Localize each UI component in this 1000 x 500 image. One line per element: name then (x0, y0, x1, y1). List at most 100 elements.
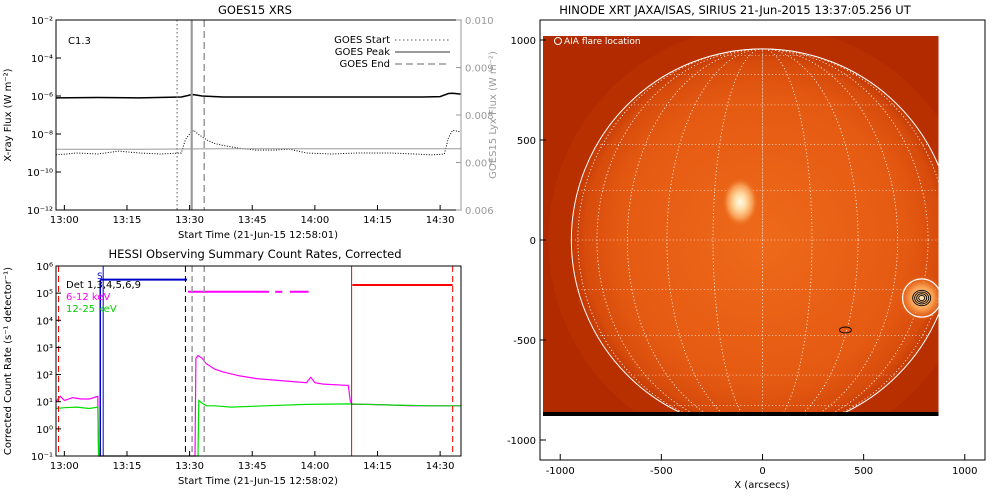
goes-legend: GOES Start GOES Peak GOES End (334, 35, 450, 70)
goes-y-ticklabel: 10⁻¹² (27, 206, 53, 217)
goes-x-ticklabel: 14:00 (300, 215, 329, 226)
hessi-y-ticklabel: 10² (36, 371, 53, 382)
hessi-y-ticklabel: 10³ (36, 343, 53, 354)
goes-x-ticklabel: 14:30 (426, 215, 455, 226)
xrt-y-ticklabel: 0 (530, 236, 536, 247)
hessi-series-hi (55, 399, 461, 457)
limb-circle (570, 48, 939, 416)
legend-goes-start: GOES Start (334, 35, 390, 46)
goes-y-right-axis: 0.006 0.007 0.008 0.009 0.010 (456, 16, 494, 217)
goes-panel: GOES15 XRS 13:00 13:15 13:30 13:45 14:00 14:1… (3, 3, 499, 241)
hessi-flag-s: S (97, 272, 103, 282)
xrt-x-ticklabel: 0 (759, 466, 765, 477)
xrt-x-axis: -1000 -500 0 500 1000 (546, 454, 977, 477)
goes-y-label: X-ray Flux (W m⁻²) (3, 68, 14, 161)
hessi-markers (58, 266, 454, 456)
hessi-y-ticklabel: 10⁰ (36, 425, 53, 436)
xrt-title: HINODE XRT JAXA/ISAS, SIRIUS 21-Jun-2015… (559, 3, 911, 17)
legend-hessi-6-12: 6-12 keV (66, 292, 110, 303)
goes-y-ticklabel: 10⁻⁸ (31, 130, 53, 141)
goes-series (55, 92, 462, 156)
goes-x-label: Start Time (21-Jun-15 12:58:01) (178, 230, 338, 241)
hessi-x-ticklabel: 14:15 (363, 461, 392, 472)
hessi-y-ticklabel: 10¹ (36, 398, 53, 409)
goes-x-ticklabel: 13:15 (113, 215, 142, 226)
goes-y-ticklabel: 10⁻² (31, 16, 53, 27)
aia-flare-circle (901, 278, 942, 318)
xrt-y-ticklabel: 1000 (511, 36, 536, 47)
goes-yr-ticklabel: 0.008 (465, 111, 494, 122)
goes-class-label: C1.3 (68, 36, 91, 47)
legend-hessi-det: Det 1,3,4,5,6,9 (66, 280, 141, 291)
goes-yr-ticklabel: 0.007 (465, 159, 494, 170)
goes-series-long (55, 92, 462, 99)
hessi-y-ticklabel: 10⁴ (36, 316, 53, 327)
goes-series-short (55, 129, 462, 156)
xrt-x-ticklabel: 500 (854, 466, 873, 477)
hessi-y-ticklabel: 10⁶ (36, 262, 53, 273)
xrt-y-ticklabel: -1000 (507, 436, 536, 447)
hessi-x-ticklabel: 13:45 (238, 461, 267, 472)
hessi-y-ticklabel: 10⁵ (36, 289, 53, 300)
flare-contour (916, 293, 928, 303)
hessi-legend: Det 1,3,4,5,6,9 6-12 keV 12-25 keV (66, 280, 141, 315)
xrt-panel: HINODE XRT JAXA/ISAS, SIRIUS 21-Jun-2015… (507, 3, 986, 491)
hessi-x-ticklabel: 13:30 (175, 461, 204, 472)
hessi-y-label: Corrected Count Rate (s⁻¹ detector⁻¹) (3, 267, 14, 455)
grid-longitude (596, 48, 929, 416)
hessi-series (55, 278, 461, 457)
goes-x-ticklabel: 14:15 (363, 215, 392, 226)
hessi-y-ticklabel: 10⁻¹ (31, 452, 53, 463)
xrt-x-ticklabel: -1000 (546, 466, 575, 477)
grid-longitude (666, 48, 859, 416)
goes-x-ticklabel: 13:30 (175, 215, 204, 226)
goes-y-right-label: GOES15 Lyx Flux (W m⁻²) (488, 51, 499, 179)
xrt-x-ticklabel: -500 (650, 466, 673, 477)
xrt-y-ticklabel: 500 (517, 136, 536, 147)
xrt-x-ticklabel: 1000 (952, 466, 977, 477)
legend-hessi-12-25: 12-25 keV (66, 304, 117, 315)
goes-plot-frame (55, 19, 462, 211)
goes-yr-ticklabel: 0.009 (465, 64, 494, 75)
image-bottom-strip (543, 412, 939, 416)
xrt-x-label: X (arcsecs) (734, 480, 790, 491)
small-contour (838, 326, 852, 334)
hessi-title: HESSI Observing Summary Count Rates, Cor… (108, 247, 401, 261)
goes-yr-ticklabel: 0.010 (465, 16, 494, 27)
hessi-x-label: Start Time (21-Jun-15 12:58:02) (178, 476, 338, 487)
goes-x-ticklabel: 13:00 (50, 215, 79, 226)
legend-aia-flare: AIA flare location (564, 37, 641, 47)
legend-circle-icon (554, 37, 562, 45)
hessi-y-axis: 10⁻¹ 10⁰ 10¹ 10² 10³ 10⁴ 10⁵ 10⁶ (31, 262, 61, 463)
goes-y-ticklabel: 10⁻¹⁰ (27, 168, 53, 179)
xrt-legend: AIA flare location (554, 37, 641, 47)
goes-x-axis: 13:00 13:15 13:30 13:45 14:00 14:15 14:30 (50, 205, 455, 226)
xrt-y-axis: -1000 -500 0 500 1000 (507, 36, 546, 447)
goes-x-ticklabel: 13:45 (238, 215, 267, 226)
goes-y-ticklabel: 10⁻⁶ (31, 92, 53, 103)
xrt-y-ticklabel: -500 (513, 336, 536, 347)
hessi-x-ticklabel: 13:00 (50, 461, 79, 472)
hessi-x-axis: 13:00 13:15 13:30 13:45 14:00 14:15 14:30 (50, 451, 455, 472)
goes-yr-ticklabel: 0.006 (465, 206, 494, 217)
hessi-x-ticklabel: 13:15 (113, 461, 142, 472)
hessi-x-ticklabel: 14:30 (426, 461, 455, 472)
legend-goes-end: GOES End (340, 59, 390, 70)
flare-contour (914, 291, 930, 305)
xrt-image (543, 36, 939, 416)
hessi-plot-frame (55, 265, 462, 457)
hessi-x-ticklabel: 14:00 (300, 461, 329, 472)
goes-series-lya (56, 148, 461, 150)
flare-marker (838, 278, 942, 334)
legend-goes-peak: GOES Peak (335, 47, 390, 58)
goes-title: GOES15 XRS (218, 3, 292, 17)
goes-markers (176, 20, 205, 210)
solar-disk (571, 48, 939, 416)
hessi-panel: HESSI Observing Summary Count Rates, Cor… (3, 247, 462, 487)
goes-y-axis: 10⁻¹² 10⁻¹⁰ 10⁻⁸ 10⁻⁶ 10⁻⁴ 10⁻² (27, 16, 61, 217)
flare-glow (897, 274, 939, 322)
flare-contour (918, 295, 926, 302)
bright-active-region (722, 177, 759, 227)
flare-contour (912, 289, 932, 307)
